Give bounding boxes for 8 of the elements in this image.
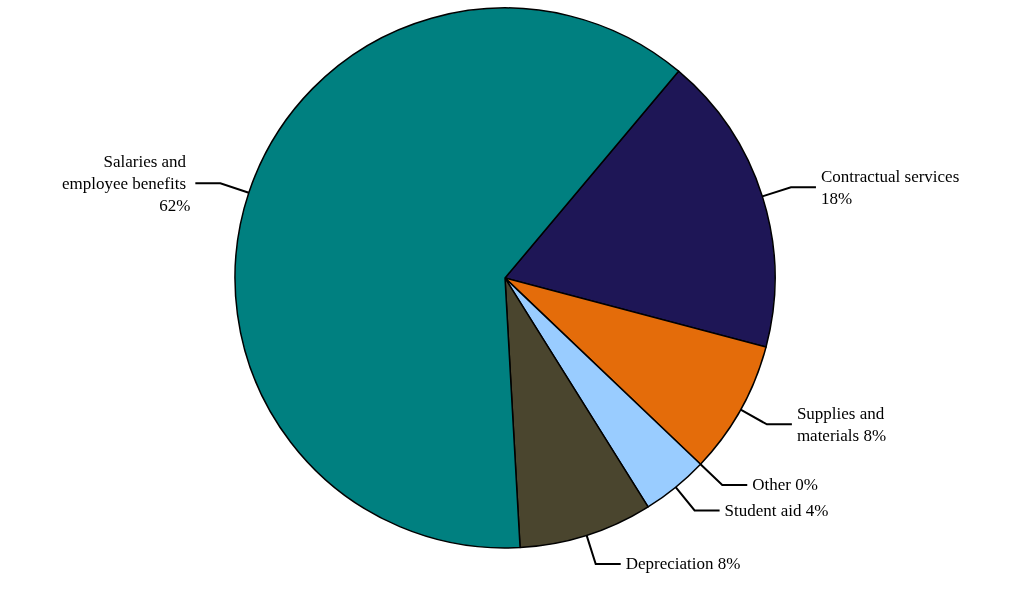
- slice-label: Student aid 4%: [724, 500, 829, 520]
- data-label: 18%: [820, 188, 853, 208]
- slice-label: Salaries and employee benefits: [61, 151, 191, 193]
- slice-label: Contractual services: [820, 166, 964, 186]
- legend-label: Other 0%: [752, 475, 818, 495]
- slice-label: Supplies and materials 8%: [796, 403, 889, 445]
- slice-label: Depreciation 8%: [625, 554, 741, 574]
- data-label: 62%: [159, 195, 191, 215]
